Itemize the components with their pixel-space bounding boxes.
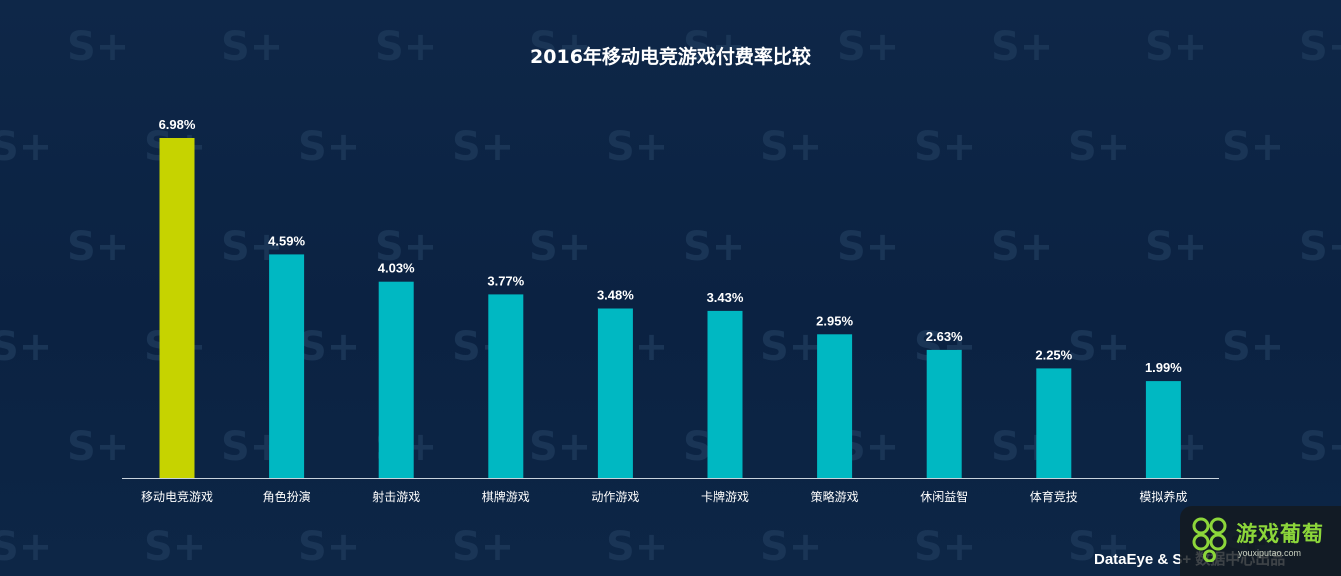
- watermark-mark: S+: [298, 324, 360, 370]
- data-label-2: 4.59%: [268, 233, 305, 248]
- site-logo-name: 游戏葡萄: [1236, 522, 1324, 546]
- watermark-mark: S+: [67, 24, 129, 70]
- watermark-mark: S+: [1145, 24, 1207, 70]
- category-label-10: 模拟养成: [1139, 489, 1187, 504]
- data-label-10: 1.99%: [1145, 360, 1182, 375]
- watermark-mark: S+: [375, 24, 437, 70]
- watermark-mark: S+: [221, 24, 283, 70]
- watermark-mark: S+: [991, 224, 1053, 270]
- category-label-3: 射击游戏: [372, 489, 420, 504]
- watermark-mark: S+: [0, 524, 52, 570]
- category-label-1: 移动电竞游戏: [141, 490, 213, 504]
- bar-4: [488, 294, 524, 478]
- watermark-mark: S+: [606, 524, 668, 570]
- watermark-mark: S+: [1068, 524, 1130, 570]
- watermark-mark: S+: [67, 224, 129, 270]
- bar-9: [1036, 368, 1072, 478]
- watermark-mark: S+: [683, 24, 745, 70]
- watermark-mark: S+: [1299, 424, 1341, 470]
- watermark-mark: S+: [1145, 224, 1207, 270]
- watermark-mark: S+: [529, 424, 591, 470]
- watermark-mark: S+: [991, 24, 1053, 70]
- bar-5: [597, 308, 633, 478]
- watermark-mark: S+: [529, 24, 591, 70]
- bar-2: [269, 254, 305, 478]
- data-label-7: 2.95%: [816, 313, 853, 328]
- category-label-6: 卡牌游戏: [701, 490, 749, 504]
- category-label-4: 棋牌游戏: [482, 490, 530, 504]
- watermark-mark: S+: [837, 224, 899, 270]
- category-label-5: 动作游戏: [591, 490, 639, 504]
- data-label-6: 3.43%: [707, 290, 744, 305]
- bar-3: [378, 281, 414, 478]
- watermark-mark: S+: [144, 524, 206, 570]
- watermark-mark: S+: [1299, 224, 1341, 270]
- watermark-mark: S+: [67, 424, 129, 470]
- watermark-mark: S+: [1299, 24, 1341, 70]
- category-label-7: 策略游戏: [811, 489, 859, 504]
- watermark-mark: S+: [298, 524, 360, 570]
- data-labels-group: 6.98% 4.59% 4.03% 3.77% 3.48% 3.43% 2.95% 2.63%…: [159, 117, 1183, 375]
- watermark-mark: S+: [837, 24, 899, 70]
- bar-8: [926, 349, 962, 478]
- watermark-mark: S+: [760, 124, 822, 170]
- chart-title: 2016年移动电竞游戏付费率比较: [530, 46, 811, 68]
- bar-1: [159, 138, 195, 478]
- category-label-2: 角色扮演: [263, 489, 311, 504]
- category-label-8: 休闲益智: [920, 489, 968, 504]
- watermark-mark: S+: [1222, 124, 1284, 170]
- bar-7: [817, 334, 853, 478]
- watermark-mark: S+: [1222, 324, 1284, 370]
- watermark-mark: S+: [298, 124, 360, 170]
- bar-6: [707, 310, 743, 478]
- watermark-mark: S+: [760, 524, 822, 570]
- data-label-9: 2.25%: [1035, 347, 1072, 362]
- category-label-9: 体育竞技: [1030, 489, 1078, 504]
- data-label-5: 3.48%: [597, 288, 634, 303]
- watermark-mark: S+: [0, 124, 52, 170]
- data-label-8: 2.63%: [926, 329, 963, 344]
- watermark-mark: S+: [914, 124, 976, 170]
- data-label-1: 6.98%: [159, 117, 196, 132]
- bar-10: [1145, 381, 1181, 478]
- watermark-mark: S+: [452, 524, 514, 570]
- watermark-mark: S+: [452, 124, 514, 170]
- site-logo[interactable]: 游戏葡萄 youxiputao.com: [1180, 506, 1341, 576]
- category-labels-group: 移动电竞游戏 角色扮演 射击游戏 棋牌游戏 动作游戏 卡牌游戏 策略游戏 休闲益智 体育竞技 模拟…: [141, 489, 1187, 504]
- watermark-mark: S+: [375, 224, 437, 270]
- watermark-mark: S+: [683, 224, 745, 270]
- site-logo-url: youxiputao.com: [1238, 548, 1302, 558]
- data-label-4: 3.77%: [487, 273, 524, 288]
- watermark-mark: S+: [1068, 324, 1130, 370]
- watermark-mark: S+: [529, 224, 591, 270]
- watermark-mark: S+: [914, 524, 976, 570]
- grapes-logo-icon: [1192, 517, 1227, 562]
- watermark-mark: S+: [606, 124, 668, 170]
- watermark-mark: S+: [760, 324, 822, 370]
- watermark-mark: S+: [0, 324, 52, 370]
- data-label-3: 4.03%: [378, 261, 415, 276]
- bars-group: [159, 138, 1181, 478]
- watermark-mark: S+: [1068, 124, 1130, 170]
